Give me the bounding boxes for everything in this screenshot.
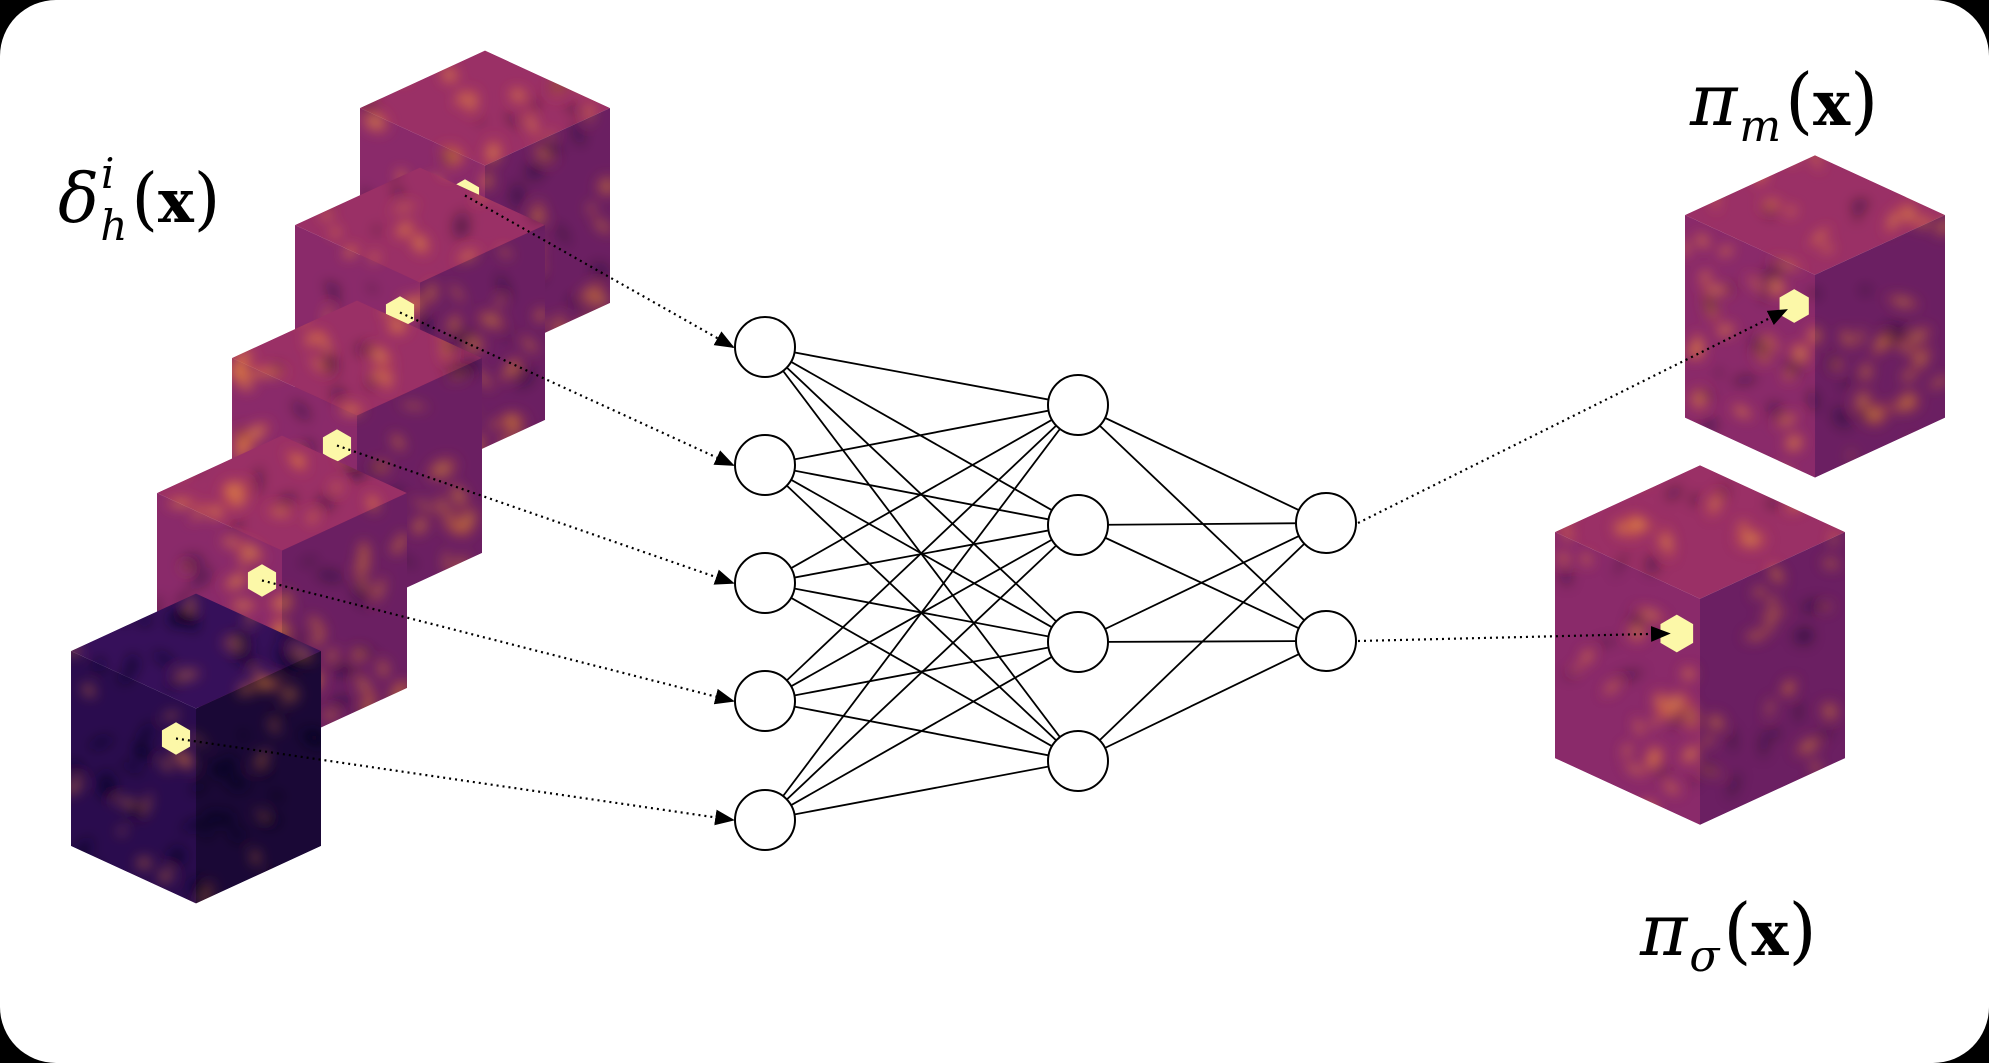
connection-l2n4-l3n2 (1077, 640, 1327, 762)
output-cube-1 (1685, 155, 1945, 478)
cube-top-face (232, 300, 482, 416)
cube-right-face (196, 651, 321, 904)
node-layer2-3 (1047, 611, 1109, 673)
connection-l2n3-l3n1 (1077, 522, 1327, 643)
output-mean-label: πm(x) (1689, 58, 1878, 152)
connection-l1n1-l2n1 (764, 346, 1079, 406)
input-arrow-3 (336, 444, 735, 585)
connection-l1n5-l2n1 (764, 404, 1079, 821)
node-layer3-1 (1295, 492, 1357, 554)
node-layer1-3 (734, 552, 796, 614)
output-arrow-1 (1357, 309, 1788, 524)
connection-l1n5-l2n4 (764, 760, 1079, 821)
node-layer2-1 (1047, 374, 1109, 436)
node-layer2-2 (1047, 494, 1109, 556)
input-arrow-5 (175, 737, 735, 826)
connection-l1n3-l2n1 (764, 404, 1079, 584)
highlighted-voxel (1660, 614, 1694, 653)
connection-l1n5-l2n2 (764, 524, 1079, 821)
output-mean-close-paren: ) (1850, 58, 1878, 142)
node-layer1-2 (734, 434, 796, 496)
connection-l1n2-l2n1 (764, 404, 1079, 466)
node-layer3-2 (1295, 610, 1357, 672)
connection-l2n1-l3n1 (1077, 404, 1327, 524)
network-nodes (734, 316, 1357, 851)
voxel-to-node-arrows (175, 194, 1788, 826)
output-sigma-close-paren: ) (1788, 888, 1816, 972)
field-cubes (71, 50, 1945, 904)
connection-l2n1-l3n2 (1077, 404, 1327, 642)
output-sigma-label: πσ(x) (1639, 888, 1817, 982)
node-layer1-4 (734, 670, 796, 732)
input-label-open-paren: ( (131, 160, 158, 239)
input-label-close-paren: ) (194, 160, 221, 239)
output-cube-2 (1555, 465, 1845, 825)
node-layer1-5 (734, 789, 796, 851)
cube-top-face (1685, 155, 1945, 275)
output-arrow-2 (1357, 626, 1671, 643)
input-label: δi h(x) (58, 149, 220, 250)
output-sigma-open-paren: ( (1723, 888, 1751, 972)
connection-l1n1-l2n2 (764, 346, 1079, 526)
connection-l1n5-l2n3 (764, 641, 1079, 821)
connection-l2n2-l3n1 (1077, 522, 1327, 526)
network-connections (764, 346, 1327, 821)
connection-l2n4-l3n1 (1077, 522, 1327, 762)
input-cube-5 (71, 593, 321, 904)
input-arrow-2 (399, 311, 735, 467)
node-layer1-1 (734, 316, 796, 378)
connection-l1n4-l2n1 (764, 404, 1079, 702)
node-layer2-4 (1047, 730, 1109, 792)
output-mean-open-paren: ( (1785, 58, 1813, 142)
